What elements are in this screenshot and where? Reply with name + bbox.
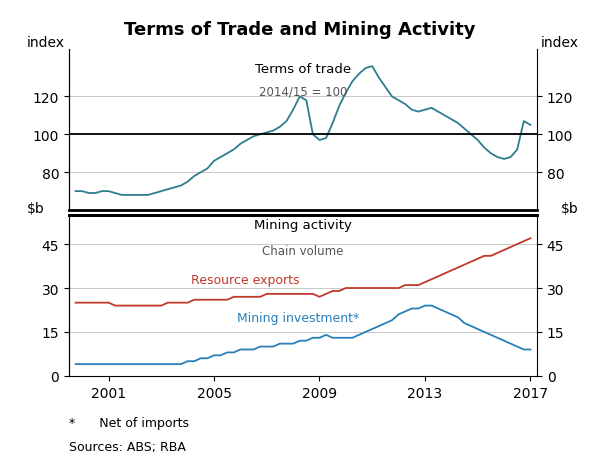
- Text: Terms of trade: Terms of trade: [255, 63, 351, 76]
- Text: Mining investment*: Mining investment*: [238, 312, 360, 325]
- Text: Resource exports: Resource exports: [191, 273, 299, 286]
- Text: index: index: [541, 36, 579, 50]
- Text: $b: $b: [562, 201, 579, 215]
- Text: index: index: [27, 36, 65, 50]
- Text: Mining activity: Mining activity: [254, 218, 352, 232]
- Text: *      Net of imports: * Net of imports: [69, 416, 189, 429]
- Text: 2014/15 = 100: 2014/15 = 100: [259, 85, 347, 99]
- Text: Terms of Trade and Mining Activity: Terms of Trade and Mining Activity: [124, 21, 476, 40]
- Text: $b: $b: [27, 201, 44, 215]
- Text: Chain volume: Chain volume: [262, 244, 344, 258]
- Text: Sources: ABS; RBA: Sources: ABS; RBA: [69, 440, 186, 453]
